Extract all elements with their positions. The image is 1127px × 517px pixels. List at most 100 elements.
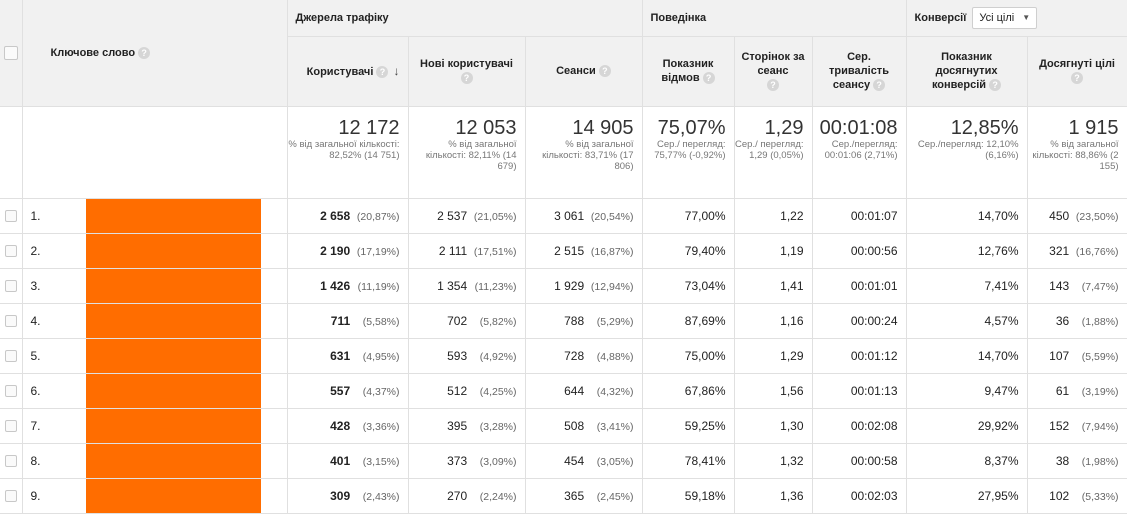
new-users-cell: 373 (3,09%): [408, 443, 526, 479]
help-icon[interactable]: ?: [138, 46, 151, 59]
redacted-keyword: [86, 338, 261, 373]
total-pages: 1,29 Сер./ перегляд: 1,29 (0,05%): [734, 106, 813, 199]
row-number: 3.: [22, 268, 50, 304]
row-checkbox[interactable]: [4, 455, 17, 468]
new-users-cell: 395 (3,28%): [408, 408, 526, 444]
help-icon[interactable]: ?: [702, 72, 715, 85]
pages-cell: 1,56: [734, 373, 813, 409]
keyword-cell[interactable]: [50, 408, 288, 444]
conv-rate-cell: 7,41%: [906, 268, 1028, 304]
row-number: 4.: [22, 303, 50, 339]
pages-cell: 1,36: [734, 478, 813, 514]
bounce-cell: 87,69%: [642, 303, 735, 339]
keyword-cell[interactable]: [50, 233, 288, 269]
total-new-users: 12 053% від загальної кількості: 82,11% …: [408, 106, 526, 199]
goals-cell: 38 (1,98%): [1027, 443, 1127, 479]
keyword-cell[interactable]: [50, 443, 288, 479]
new-users-cell: 2 537 (21,05%): [408, 198, 526, 234]
table-row[interactable]: 7. 428 (3,36%) 395 (3,28%) 508 (3,41%) 59,25…: [0, 408, 1127, 444]
keyword-cell[interactable]: [50, 268, 288, 304]
sort-desc-icon[interactable]: ↓: [393, 63, 400, 78]
row-checkbox[interactable]: [4, 385, 17, 398]
help-icon[interactable]: ?: [460, 72, 473, 85]
row-number: 2.: [22, 233, 50, 269]
duration-cell: 00:01:01: [812, 268, 907, 304]
table-row[interactable]: 9. 309 (2,43%) 270 (2,24%) 365 (2,45%) 59,18…: [0, 478, 1127, 514]
bounce-column-header[interactable]: Показник відмов ?: [642, 36, 735, 107]
conv-rate-column-header[interactable]: Показник досягнутих конверсій ?: [906, 36, 1028, 107]
row-checkbox[interactable]: [4, 350, 17, 363]
table-row[interactable]: 5. 631 (4,95%) 593 (4,92%) 728 (4,88%) 75,00…: [0, 338, 1127, 374]
users-cell: 711 (5,58%): [287, 303, 409, 339]
total-goals: 1 915% від загальної кількості: 88,86% (…: [1027, 106, 1127, 199]
users-cell: 631 (4,95%): [287, 338, 409, 374]
help-icon[interactable]: ?: [873, 79, 886, 92]
keyword-cell[interactable]: [50, 338, 288, 374]
bounce-cell: 75,00%: [642, 338, 735, 374]
row-number: 1.: [22, 198, 50, 234]
redacted-keyword: [86, 198, 261, 233]
pages-cell: 1,16: [734, 303, 813, 339]
users-column-header[interactable]: Користувачі ? ↓: [287, 36, 409, 107]
goals-cell: 61 (3,19%): [1027, 373, 1127, 409]
row-checkbox[interactable]: [4, 245, 17, 258]
goals-cell: 143 (7,47%): [1027, 268, 1127, 304]
select-all-checkbox[interactable]: [3, 45, 18, 60]
bounce-cell: 78,41%: [642, 443, 735, 479]
duration-column-header[interactable]: Сер. тривалість сеансу ?: [812, 36, 907, 107]
row-checkbox[interactable]: [4, 280, 17, 293]
users-cell: 2 190 (17,19%): [287, 233, 409, 269]
table-row[interactable]: 8. 401 (3,15%) 373 (3,09%) 454 (3,05%) 78,41…: [0, 443, 1127, 479]
duration-cell: 00:02:08: [812, 408, 907, 444]
sessions-cell: 1 929 (12,94%): [525, 268, 643, 304]
duration-cell: 00:00:58: [812, 443, 907, 479]
pages-cell: 1,19: [734, 233, 813, 269]
row-checkbox[interactable]: [4, 420, 17, 433]
row-checkbox[interactable]: [4, 315, 17, 328]
goal-select[interactable]: Усі цілі ▼: [972, 6, 1038, 29]
conv-rate-cell: 12,76%: [906, 233, 1028, 269]
users-cell: 309 (2,43%): [287, 478, 409, 514]
goals-column-header[interactable]: Досягнуті цілі?: [1027, 36, 1127, 107]
conv-rate-cell: 9,47%: [906, 373, 1028, 409]
help-icon[interactable]: ?: [598, 65, 611, 78]
table-row[interactable]: 2. 2 190 (17,19%) 2 111 (17,51%) 2 515 (16,…: [0, 233, 1127, 269]
users-cell: 1 426 (11,19%): [287, 268, 409, 304]
help-icon[interactable]: ?: [1071, 72, 1084, 85]
keyword-cell[interactable]: [50, 373, 288, 409]
pages-cell: 1,32: [734, 443, 813, 479]
sessions-cell: 454 (3,05%): [525, 443, 643, 479]
keyword-header[interactable]: Ключове слово ?: [22, 0, 288, 107]
help-icon[interactable]: ?: [376, 65, 389, 78]
pages-cell: 1,41: [734, 268, 813, 304]
duration-cell: 00:00:24: [812, 303, 907, 339]
sessions-cell: 728 (4,88%): [525, 338, 643, 374]
goals-cell: 102 (5,33%): [1027, 478, 1127, 514]
keyword-cell[interactable]: [50, 303, 288, 339]
users-cell: 401 (3,15%): [287, 443, 409, 479]
table-row[interactable]: 4. 711 (5,58%) 702 (5,82%) 788 (5,29%) 87,69…: [0, 303, 1127, 339]
row-checkbox[interactable]: [4, 210, 17, 223]
sessions-column-header[interactable]: Сеанси ?: [525, 36, 643, 107]
keyword-cell[interactable]: [50, 478, 288, 514]
total-conv-rate: 12,85% Сер./перегляд: 12,10% (6,16%): [906, 106, 1028, 199]
total-duration: 00:01:08 Сер./перегляд: 00:01:06 (2,71%): [812, 106, 907, 199]
table-row[interactable]: 6. 557 (4,37%) 512 (4,25%) 644 (4,32%) 67,86…: [0, 373, 1127, 409]
table-row[interactable]: 1. 2 658 (20,87%) 2 537 (21,05%) 3 061 (20,…: [0, 198, 1127, 234]
help-icon[interactable]: ?: [989, 79, 1002, 92]
new-users-cell: 593 (4,92%): [408, 338, 526, 374]
help-icon[interactable]: ?: [767, 79, 779, 92]
keyword-cell[interactable]: [50, 198, 288, 234]
sessions-cell: 2 515 (16,87%): [525, 233, 643, 269]
new-users-column-header[interactable]: Нові користувачі?: [408, 36, 526, 107]
redacted-keyword: [86, 268, 261, 303]
goals-cell: 450 (23,50%): [1027, 198, 1127, 234]
new-users-cell: 2 111 (17,51%): [408, 233, 526, 269]
redacted-keyword: [86, 233, 261, 268]
redacted-keyword: [86, 478, 261, 513]
pages-cell: 1,30: [734, 408, 813, 444]
table-row[interactable]: 3. 1 426 (11,19%) 1 354 (11,23%) 1 929 (12,…: [0, 268, 1127, 304]
pages-column-header[interactable]: Сторінок за сеанс?: [734, 36, 813, 107]
row-checkbox[interactable]: [4, 490, 17, 503]
row-number: 5.: [22, 338, 50, 374]
